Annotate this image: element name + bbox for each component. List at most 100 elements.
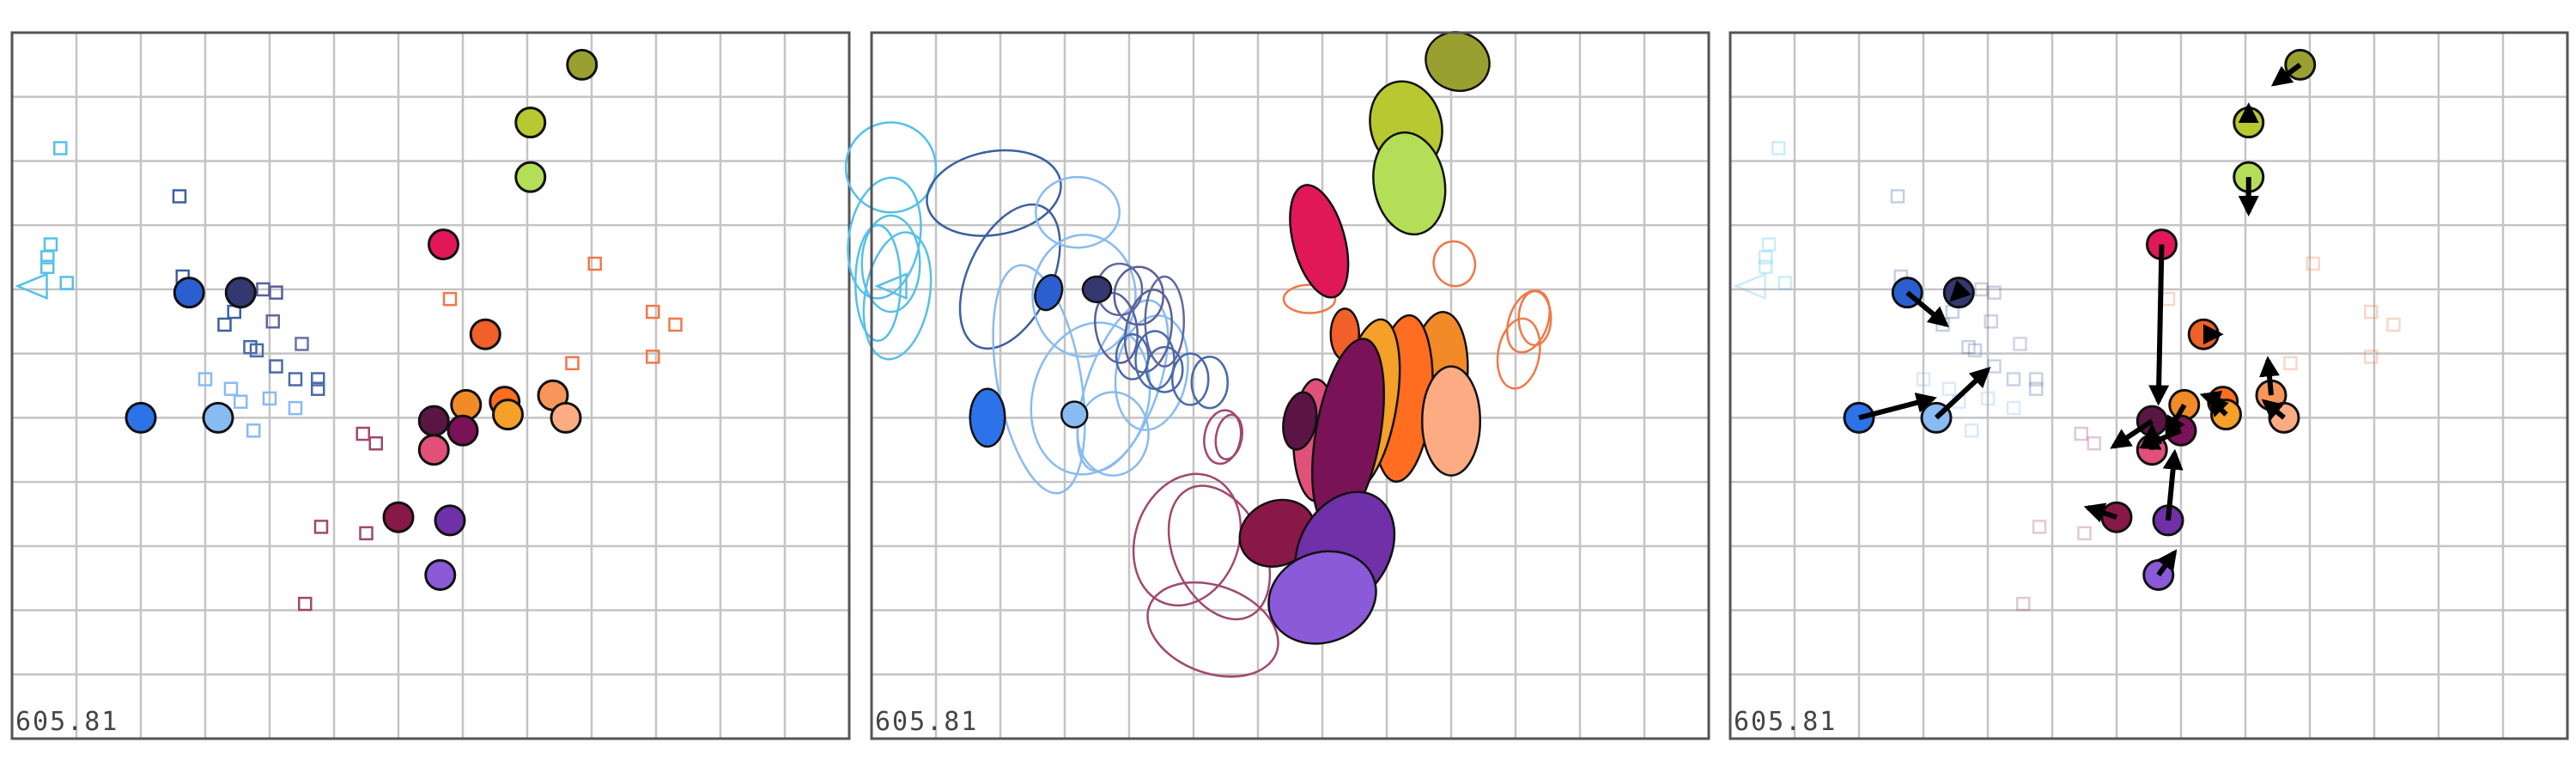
scatter-point-small bbox=[1759, 259, 1773, 275]
covariance-ellipse-outline bbox=[1146, 581, 1279, 679]
scatter-point-small bbox=[246, 423, 261, 438]
scatter-point-small bbox=[313, 520, 329, 534]
covariance-ellipse-outline bbox=[992, 264, 1086, 495]
scatter-point-small bbox=[1961, 339, 1976, 355]
scatter-point-small bbox=[269, 359, 283, 374]
displacement-arrow bbox=[2083, 502, 2117, 523]
scatter-point-small bbox=[587, 256, 602, 271]
scatter-point-large bbox=[424, 558, 457, 591]
covariance-ellipse-outline bbox=[1031, 234, 1137, 358]
covariance-ellipse-outline bbox=[1496, 317, 1541, 390]
scatter-point-small bbox=[295, 337, 309, 351]
marks bbox=[1733, 48, 2401, 612]
displacement-arrow bbox=[2207, 395, 2229, 417]
scatter-point-large bbox=[550, 401, 582, 434]
covariance-ellipse-filled bbox=[1421, 365, 1481, 477]
scatter-point-small bbox=[298, 596, 313, 612]
covariance-ellipse-filled bbox=[1282, 391, 1318, 451]
scatter-point-large bbox=[382, 501, 415, 533]
scatter-point-small bbox=[288, 372, 303, 386]
scatter-point-small bbox=[1984, 314, 1998, 329]
covariance-ellipse-filled bbox=[1372, 131, 1447, 236]
scatter-point-large bbox=[125, 401, 157, 434]
panel-middle-ellipses: 605.81 bbox=[844, 31, 1710, 740]
scatter-point-large bbox=[447, 414, 479, 447]
covariance-ellipse-outline bbox=[1115, 332, 1150, 380]
scatter-point-small bbox=[217, 317, 232, 332]
covariance-ellipse-outline bbox=[958, 203, 1061, 350]
scatter-point-large bbox=[566, 48, 598, 81]
displacement-arrow bbox=[1934, 367, 1991, 420]
scatter-point-small bbox=[646, 350, 660, 364]
scatter-point-small bbox=[172, 189, 187, 204]
covariance-ellipse-outline bbox=[1132, 472, 1242, 607]
covariance-ellipse-filled bbox=[969, 387, 1006, 448]
scatter-point-small bbox=[59, 276, 74, 290]
scatter-point-small bbox=[40, 250, 55, 265]
scatter-point-small bbox=[355, 426, 370, 441]
covariance-ellipse-outline bbox=[1035, 175, 1121, 249]
scatter-point-triangle bbox=[874, 272, 908, 301]
covariance-ellipse-outline bbox=[860, 214, 921, 313]
scatter-point-large bbox=[428, 228, 459, 261]
scatter-point-small bbox=[1987, 285, 2002, 300]
covariance-ellipse-outline bbox=[847, 176, 922, 300]
scatter-point-large bbox=[514, 161, 547, 193]
scatter-point-small bbox=[668, 317, 683, 332]
covariance-ellipse-outline bbox=[1171, 352, 1210, 406]
scatter-point-small bbox=[2029, 381, 2044, 396]
displacement-arrow bbox=[2270, 62, 2302, 87]
scatter-point-small bbox=[288, 400, 303, 416]
scatter-point-large bbox=[173, 277, 205, 309]
scatter-point-triangle bbox=[15, 272, 48, 301]
scatter-point-small bbox=[2386, 317, 2401, 332]
scatter-point-small bbox=[565, 356, 580, 371]
scatter-point-small bbox=[1987, 359, 2002, 374]
grid bbox=[1730, 33, 2567, 739]
scatter-point-small bbox=[442, 291, 458, 307]
covariance-ellipse-outline bbox=[1190, 356, 1229, 410]
scatter-point-small bbox=[1967, 343, 1983, 358]
scatter-point-small bbox=[2306, 256, 2320, 271]
covariance-ellipse-filled bbox=[1034, 274, 1064, 312]
scatter-point-small bbox=[2032, 520, 2047, 534]
covariance-ellipse-outline bbox=[1214, 413, 1243, 460]
scatter-point-small bbox=[2006, 400, 2021, 416]
scatter-point-large bbox=[202, 401, 234, 434]
displacement-arrow bbox=[1858, 393, 1937, 421]
covariance-ellipse-filled bbox=[1081, 275, 1113, 304]
scatter-point-small bbox=[2013, 337, 2027, 351]
covariance-ellipse-outline bbox=[1432, 240, 1477, 288]
scatter-point-small bbox=[2077, 526, 2092, 541]
covariance-ellipse-outline bbox=[1144, 275, 1185, 368]
scatter-point-large bbox=[492, 399, 524, 431]
scatter-point-small bbox=[311, 381, 325, 396]
covariance-ellipse-outline bbox=[844, 121, 938, 214]
panel-frame bbox=[1728, 31, 2569, 740]
scatter-point-small bbox=[1916, 372, 1931, 386]
covariance-ellipse-outline bbox=[1076, 299, 1170, 472]
scatter-point-large bbox=[434, 504, 466, 537]
covariance-ellipse-filled bbox=[1289, 184, 1350, 299]
scatter-point-small bbox=[368, 436, 383, 451]
covariance-ellipse-outline bbox=[1506, 289, 1551, 354]
scatter-point-small bbox=[269, 285, 283, 300]
scatter-point-small bbox=[646, 304, 660, 320]
scatter-point-small bbox=[1777, 276, 1792, 290]
scatter-point-small bbox=[249, 343, 264, 358]
scatter-point-triangle bbox=[1733, 272, 1766, 301]
covariance-ellipse-outline bbox=[1124, 289, 1173, 374]
displacement-arrow bbox=[2156, 549, 2178, 577]
scatter-point-small bbox=[2160, 291, 2176, 307]
grid bbox=[12, 33, 849, 739]
scatter-point-small bbox=[53, 141, 68, 155]
scatter-point-small bbox=[2016, 596, 2031, 612]
scatter-point-large bbox=[417, 405, 450, 437]
scatter-point-small bbox=[1980, 391, 1996, 406]
scatter-point-small bbox=[265, 314, 280, 329]
panel-label: 605.81 bbox=[1734, 707, 1837, 737]
scatter-point-small bbox=[1759, 250, 1773, 265]
displacement-arrow bbox=[1905, 290, 1949, 328]
scatter-point-small bbox=[2087, 436, 2101, 451]
displacement-arrow bbox=[2166, 403, 2187, 438]
